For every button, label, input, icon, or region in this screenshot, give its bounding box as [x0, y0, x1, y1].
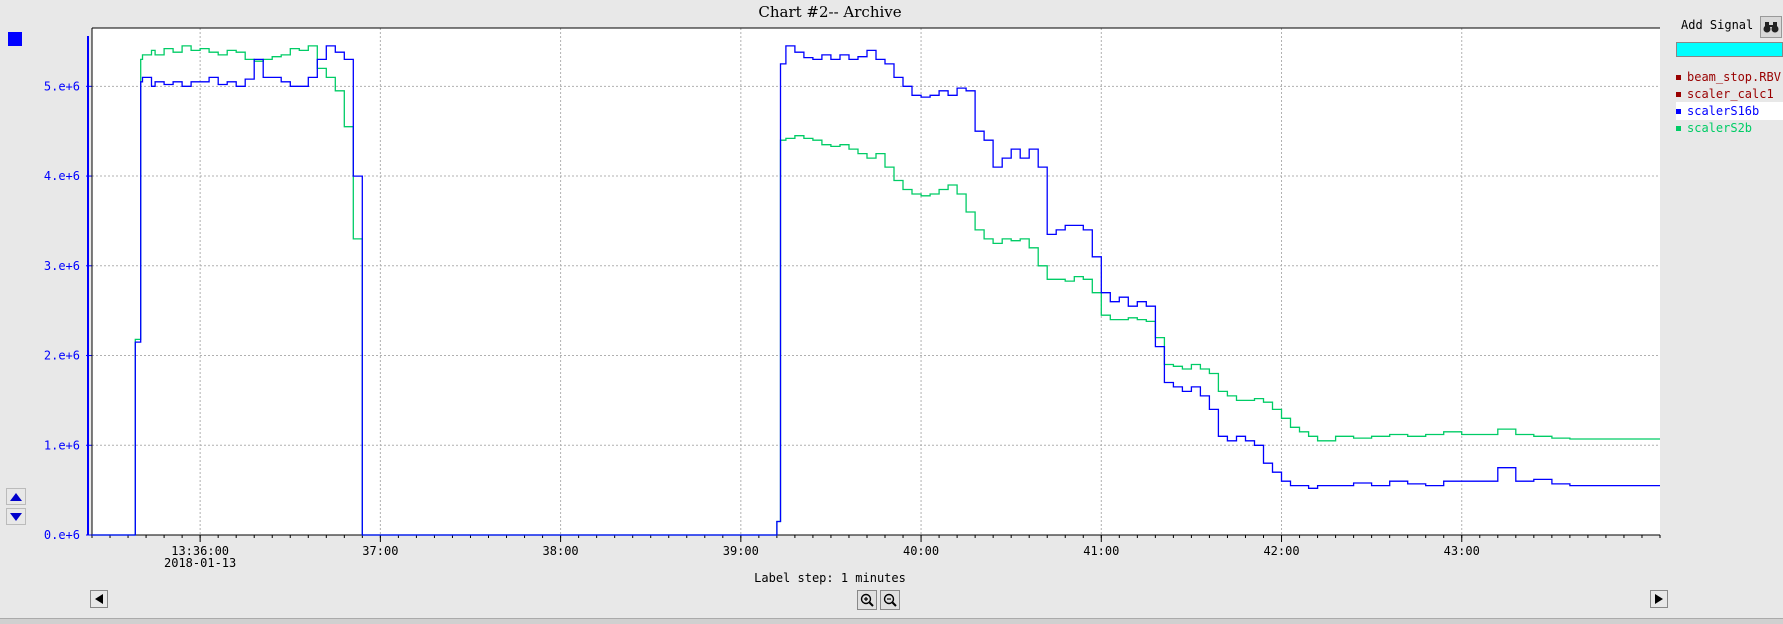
plot-area[interactable]: 0.e+6 1.e+6 2.e+6 3.e+6 4.e+6 5.e+6 13:36:00 3…: [0, 0, 1665, 570]
x-tick-label: 39:00: [723, 544, 759, 558]
arrow-right-icon: [1655, 594, 1663, 604]
legend-item-scalers2b[interactable]: scalerS2b: [1676, 119, 1783, 137]
y-tick-labels: 0.e+6 1.e+6 2.e+6 3.e+6 4.e+6 5.e+6: [44, 79, 80, 542]
axes: [86, 27, 1661, 542]
legend-label: beam_stop.RBV: [1687, 70, 1781, 84]
arrow-down-icon: [10, 512, 22, 521]
binoculars-icon: [1763, 22, 1779, 33]
legend-label: scaler_calc1: [1687, 87, 1774, 101]
x-tick-label: 38:00: [543, 544, 579, 558]
series-line-scalers16b: [92, 45, 1660, 536]
y-tick-label: 0.e+6: [44, 528, 80, 542]
scroll-right-button[interactable]: [1650, 590, 1668, 608]
x-tick-label: 40:00: [903, 544, 939, 558]
scroll-down-button[interactable]: [6, 508, 26, 525]
grid-lines: [92, 28, 1660, 536]
scroll-up-button[interactable]: [6, 488, 26, 505]
arrow-left-icon: [95, 594, 103, 604]
zoom-in-button[interactable]: [857, 590, 877, 610]
status-bar: [0, 618, 1783, 624]
add-signal-label: Add Signal: [1681, 18, 1754, 32]
scroll-left-button[interactable]: [90, 590, 108, 608]
x-tick-label: 13:36:00: [171, 544, 229, 558]
x-tick-label: 42:00: [1263, 544, 1299, 558]
legend-color-marker: [1676, 74, 1681, 80]
zoom-in-icon: [860, 593, 874, 607]
x-tick-label: 43:00: [1444, 544, 1480, 558]
zoom-out-icon: [883, 593, 897, 607]
series-lines: [92, 45, 1660, 536]
label-step-text: Label step: 1 minutes: [754, 571, 906, 585]
legend-color-marker: [1676, 125, 1681, 131]
series-line-scalers2b: [92, 45, 1660, 536]
y-tick-label: 3.e+6: [44, 259, 80, 273]
y-tick-label: 2.e+6: [44, 349, 80, 363]
plot-background: [92, 28, 1660, 535]
y-axis-color-indicator[interactable]: [8, 32, 22, 46]
search-signal-button[interactable]: [1760, 16, 1782, 38]
legend-label: scalerS16b: [1687, 104, 1760, 118]
chart-title: Chart #2-- Archive: [758, 3, 902, 21]
zoom-out-button[interactable]: [880, 590, 900, 610]
add-signal-input[interactable]: [1676, 42, 1783, 57]
x-tick-labels: 13:36:00 37:00 38:00 39:00 40:00 41:00 42:00 43…: [164, 544, 1480, 570]
legend-color-marker: [1676, 91, 1681, 97]
x-tick-label: 37:00: [362, 544, 398, 558]
y-tick-label: 5.e+6: [44, 79, 80, 93]
legend-item-scaler-calc1[interactable]: scaler_calc1: [1676, 85, 1783, 103]
arrow-up-icon: [10, 492, 22, 501]
legend-item-beam-stop-rbv[interactable]: beam_stop.RBV: [1676, 68, 1783, 86]
x-date-label: 2018-01-13: [164, 556, 236, 570]
legend-item-scalers16b[interactable]: scalerS16b: [1676, 102, 1783, 120]
legend-label: scalerS2b: [1687, 121, 1753, 135]
legend-color-marker: [1676, 108, 1681, 114]
y-tick-label: 4.e+6: [44, 169, 80, 183]
x-tick-label: 41:00: [1083, 544, 1119, 558]
y-tick-label: 1.e+6: [44, 438, 80, 452]
